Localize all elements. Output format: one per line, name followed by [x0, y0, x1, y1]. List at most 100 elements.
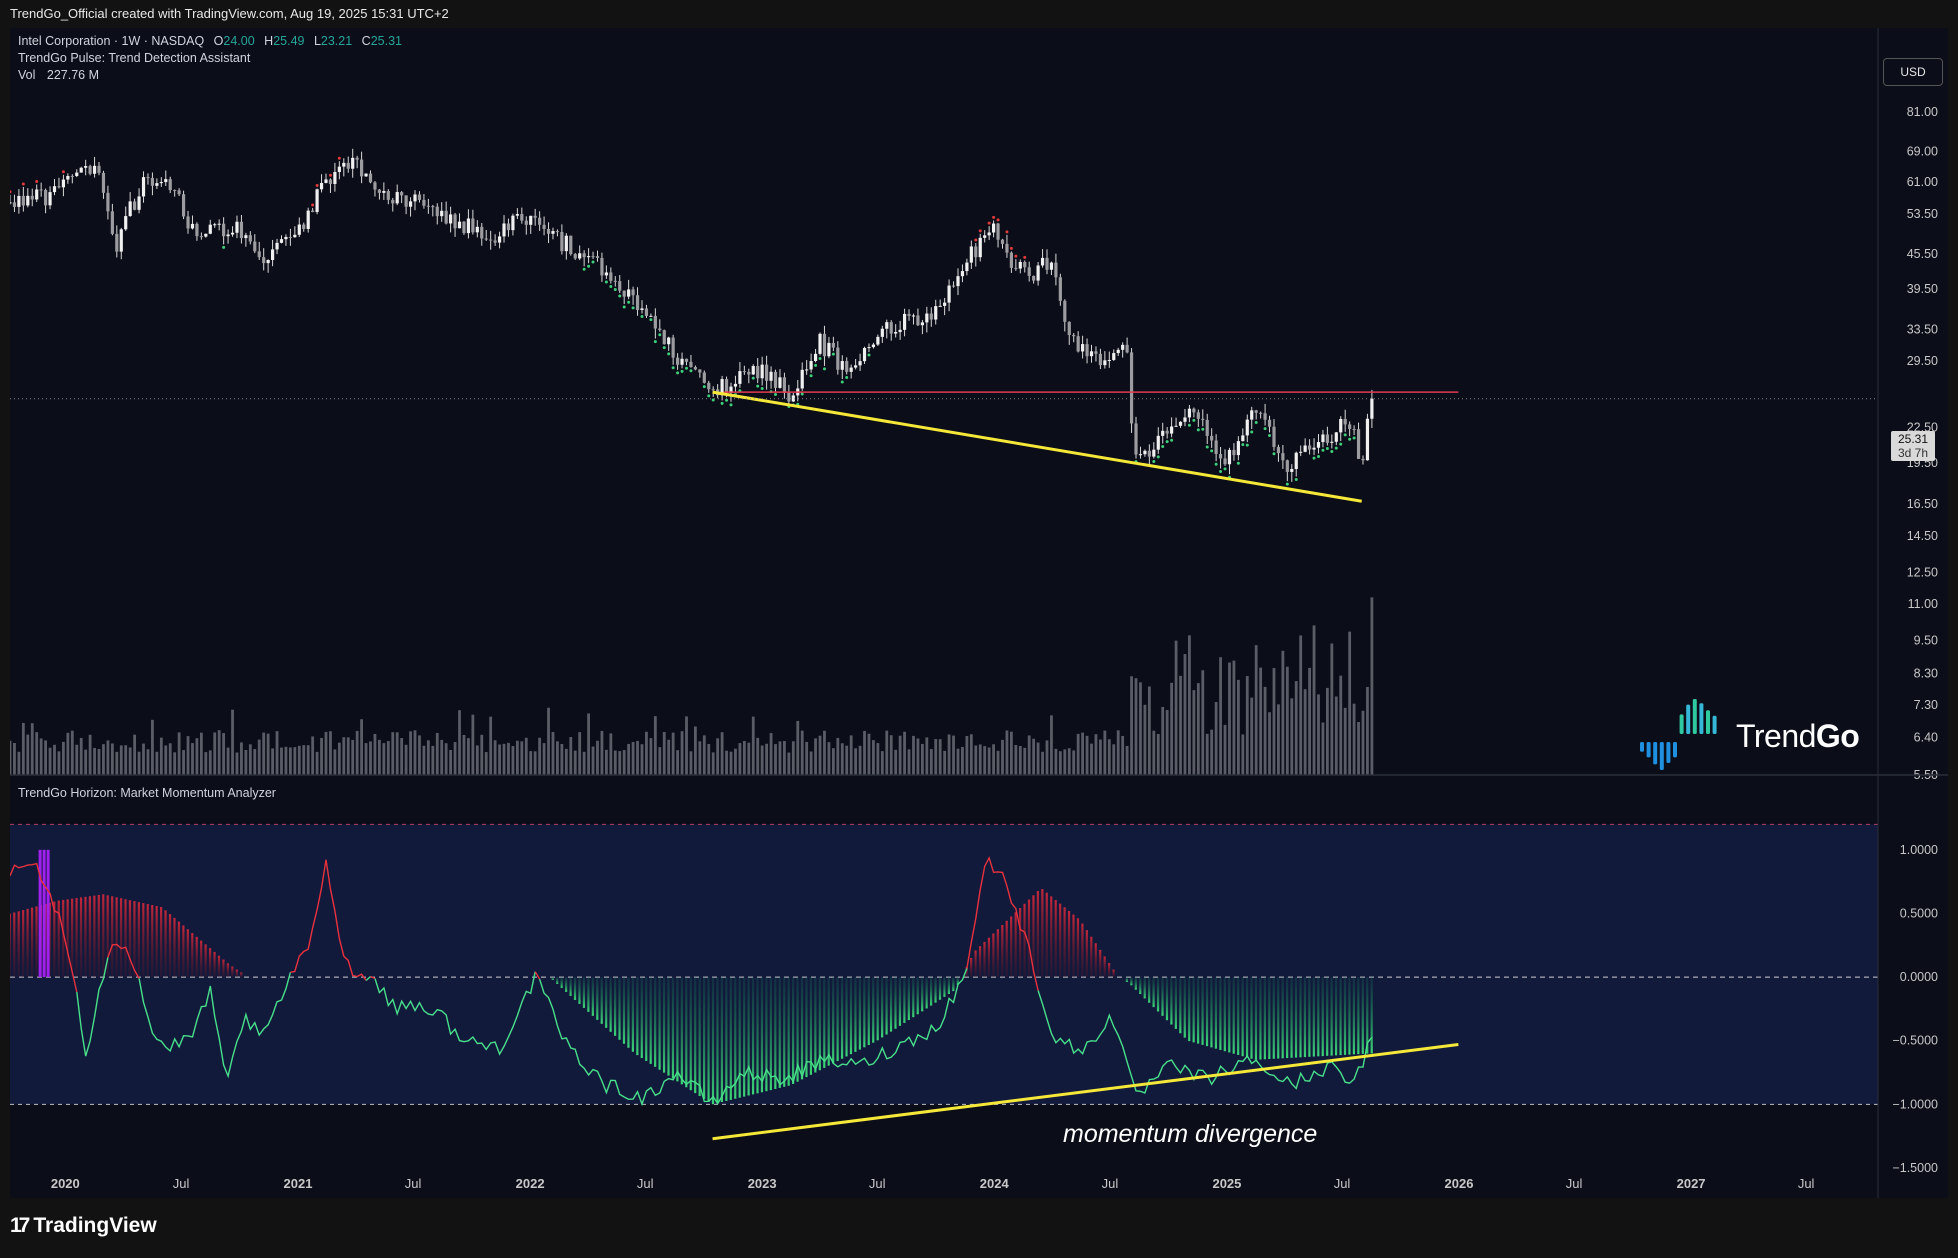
candle-body [1343, 418, 1347, 425]
bullish-signal-dot [1321, 448, 1325, 452]
momentum-histogram-bar [48, 902, 51, 978]
chart-frame[interactable]: momentum divergence 93.0081.0069.0061.00… [10, 28, 1948, 1198]
candle-body [960, 271, 965, 277]
lower-indicator-legend[interactable]: TrendGo Horizon: Market Momentum Analyze… [18, 786, 276, 800]
candle-body [1156, 435, 1160, 450]
momentum-histogram-bar [22, 910, 25, 978]
momentum-histogram-bar [858, 977, 861, 1050]
candle-body [26, 195, 30, 206]
bullish-signal-dot [822, 367, 826, 371]
volume-bar [79, 737, 83, 775]
time-axis-tick: 2026 [1445, 1176, 1474, 1191]
volume-bar [1125, 745, 1129, 775]
volume-bar [75, 744, 79, 775]
bullish-signal-dot [1192, 418, 1196, 422]
volume-bar [898, 735, 902, 775]
symbol-legend[interactable]: Intel Corporation · 1W · NASDAQ O24.00 H… [18, 34, 402, 48]
candle-body [1165, 430, 1169, 434]
volume-bar [814, 738, 817, 775]
candle-body [538, 217, 542, 225]
candle-body [1365, 418, 1370, 461]
volume-bar [395, 732, 399, 775]
volume-bar [1192, 690, 1196, 775]
candle-body [288, 236, 292, 238]
candle-body [319, 182, 324, 190]
volume-bar [88, 734, 92, 775]
momentum-histogram-bar [680, 977, 683, 1085]
candle-body [462, 221, 466, 234]
volume-bar [1001, 739, 1004, 775]
volume-bar [191, 743, 194, 775]
candle-body [880, 328, 884, 337]
candle-body [738, 371, 742, 384]
momentum-histogram-bar [867, 977, 870, 1045]
volume-bar [1317, 694, 1320, 775]
bearish-signal-dot [1014, 254, 1018, 258]
candle-body [862, 347, 867, 362]
volume-bar [168, 743, 172, 775]
volume-bar [1330, 643, 1334, 775]
candle-body [987, 232, 991, 236]
volume-bar [849, 735, 853, 775]
momentum-histogram-bar [204, 944, 207, 978]
volume-bar [542, 743, 546, 775]
bullish-signal-dot [756, 384, 760, 388]
candle-body [769, 371, 773, 381]
momentum-histogram-bar [734, 977, 737, 1099]
candle-body [996, 223, 1000, 240]
volume-bar [449, 749, 453, 775]
tradingview-footer[interactable]: 17 TradingView [10, 1214, 157, 1238]
volume-bar [444, 743, 448, 775]
bullish-signal-dot [1152, 459, 1156, 463]
candle-body [66, 175, 70, 180]
candle-body [1276, 446, 1281, 454]
momentum-histogram-bar [881, 977, 884, 1038]
currency-button[interactable]: USD [1883, 58, 1943, 86]
volume-bar [1036, 742, 1040, 775]
momentum-histogram-bar [1165, 977, 1169, 1021]
volume-legend[interactable]: Vol 227.76 M [18, 68, 99, 82]
momentum-line [534, 971, 541, 980]
momentum-histogram-bar [1063, 907, 1066, 978]
candle-body [1285, 460, 1289, 472]
volume-bar [204, 752, 208, 775]
bullish-signal-dot [684, 366, 688, 370]
momentum-histogram-bar [618, 977, 621, 1040]
volume-bar [969, 734, 973, 775]
candle-body [911, 315, 916, 317]
momentum-histogram-bar [155, 905, 158, 978]
candle-body [368, 173, 373, 183]
indicator-legend[interactable]: TrendGo Pulse: Trend Detection Assistant [18, 51, 251, 65]
bullish-signal-dot [653, 340, 657, 344]
momentum-histogram-bar [832, 977, 835, 1064]
momentum-histogram-bar [62, 899, 65, 978]
volume-bar [369, 741, 372, 775]
momentum-histogram-bar [93, 895, 96, 978]
momentum-histogram-bar [823, 977, 826, 1068]
bullish-signal-dot [1165, 440, 1169, 444]
volume-bar [133, 734, 137, 775]
volume-bar [1054, 748, 1058, 775]
candle-body [382, 191, 386, 193]
volume-bar [311, 736, 315, 775]
bearish-signal-dot [1009, 246, 1013, 250]
volume-bar [284, 746, 288, 775]
volume-bar [1294, 681, 1298, 775]
chart-canvas[interactable]: momentum divergence 93.0081.0069.0061.00… [10, 28, 1948, 1198]
candle-body [653, 315, 657, 329]
divergence-annotation: momentum divergence [1063, 1120, 1317, 1148]
bearish-signal-dot [315, 184, 319, 188]
candle-body [1023, 261, 1027, 268]
candle-body [493, 240, 497, 243]
momentum-histogram-bar [818, 977, 821, 1071]
bullish-signal-dot [604, 280, 608, 284]
candle-body [199, 236, 203, 238]
momentum-histogram-bar [1161, 977, 1164, 1016]
momentum-histogram-bar [560, 977, 563, 988]
volume-bar [1219, 657, 1222, 775]
candle-body [1294, 452, 1298, 469]
candle-body [854, 365, 858, 368]
candle-body [128, 201, 132, 217]
candle-body [337, 166, 341, 173]
momentum-histogram-bar [654, 977, 657, 1067]
